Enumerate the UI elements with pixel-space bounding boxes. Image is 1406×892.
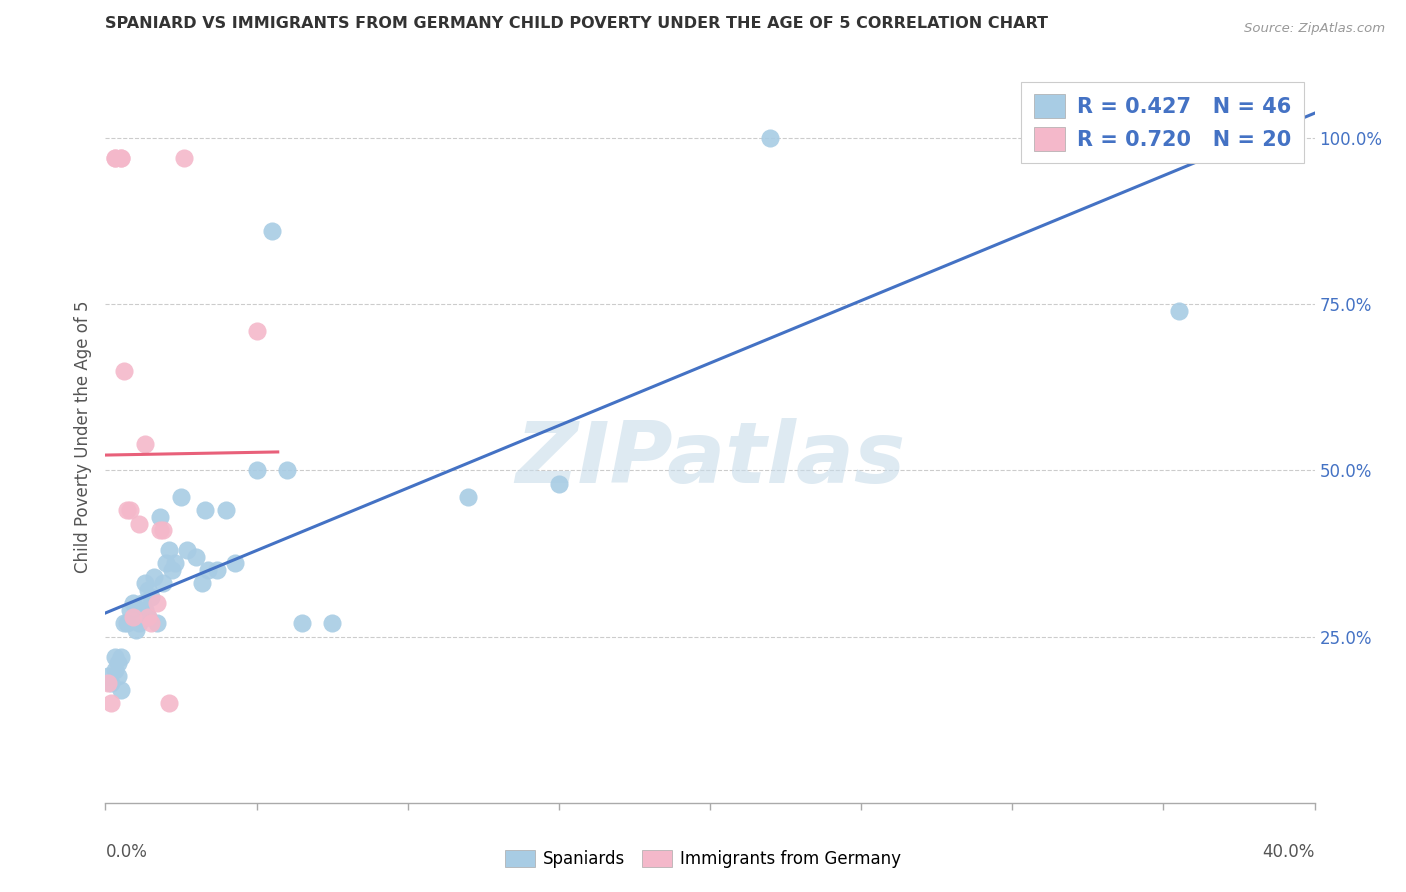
Point (139, 616, 162, 631)
Text: SPANIARD VS IMMIGRANTS FROM GERMANY CHILD POVERTY UNDER THE AGE OF 5 CORRELATION: SPANIARD VS IMMIGRANTS FROM GERMANY CHIL… (105, 16, 1049, 31)
Point (246, 463, 269, 477)
Point (112, 616, 135, 631)
Point (173, 151, 195, 165)
Point (131, 596, 153, 610)
Point (136, 609, 159, 624)
Point (118, 603, 141, 617)
Point (118, 503, 141, 517)
Point (157, 543, 180, 558)
Point (103, 151, 125, 165)
Text: ZIPatlas: ZIPatlas (515, 417, 905, 500)
Text: 0.0%: 0.0% (105, 843, 148, 861)
Point (110, 151, 132, 165)
Point (170, 490, 193, 504)
Point (149, 523, 172, 537)
Point (146, 596, 169, 610)
Point (103, 663, 125, 677)
Point (136, 609, 159, 624)
Point (163, 557, 186, 571)
Legend: Spaniards, Immigrants from Germany: Spaniards, Immigrants from Germany (498, 843, 908, 875)
Point (155, 557, 177, 571)
Point (100, 676, 122, 690)
Point (176, 543, 198, 558)
Point (321, 616, 343, 631)
Legend: R = 0.427   N = 46, R = 0.720   N = 20: R = 0.427 N = 46, R = 0.720 N = 20 (1021, 82, 1305, 163)
Point (152, 576, 174, 591)
Point (115, 616, 138, 631)
Point (146, 616, 169, 631)
Point (291, 616, 314, 631)
Point (139, 590, 162, 604)
Point (276, 463, 298, 477)
Point (134, 436, 156, 450)
Point (160, 563, 183, 577)
Point (152, 523, 174, 537)
Point (186, 549, 208, 564)
Point (128, 616, 150, 631)
Y-axis label: Child Poverty Under the Age of 5: Child Poverty Under the Age of 5 (73, 301, 91, 574)
Point (103, 151, 125, 165)
Point (97, 676, 120, 690)
Point (548, 476, 571, 491)
Point (759, 131, 782, 145)
Text: Source: ZipAtlas.com: Source: ZipAtlas.com (1244, 22, 1385, 36)
Point (134, 576, 156, 591)
Point (107, 656, 129, 670)
Point (149, 509, 172, 524)
Point (128, 516, 150, 531)
Point (110, 649, 132, 664)
Point (194, 503, 217, 517)
Point (107, 669, 129, 683)
Text: 40.0%: 40.0% (1263, 843, 1315, 861)
Point (110, 151, 132, 165)
Point (115, 503, 138, 517)
Point (191, 576, 214, 591)
Point (121, 609, 143, 624)
Point (1167, 303, 1189, 318)
Point (136, 582, 159, 597)
Point (215, 503, 238, 517)
Point (110, 682, 132, 697)
Point (97, 669, 120, 683)
Point (142, 570, 165, 584)
Point (112, 363, 135, 377)
Point (457, 490, 479, 504)
Point (197, 563, 219, 577)
Point (134, 603, 156, 617)
Point (224, 557, 246, 571)
Point (121, 596, 143, 610)
Point (100, 696, 122, 710)
Point (103, 649, 125, 664)
Point (125, 623, 148, 637)
Point (246, 324, 269, 338)
Point (157, 696, 180, 710)
Point (207, 563, 229, 577)
Point (260, 224, 283, 238)
